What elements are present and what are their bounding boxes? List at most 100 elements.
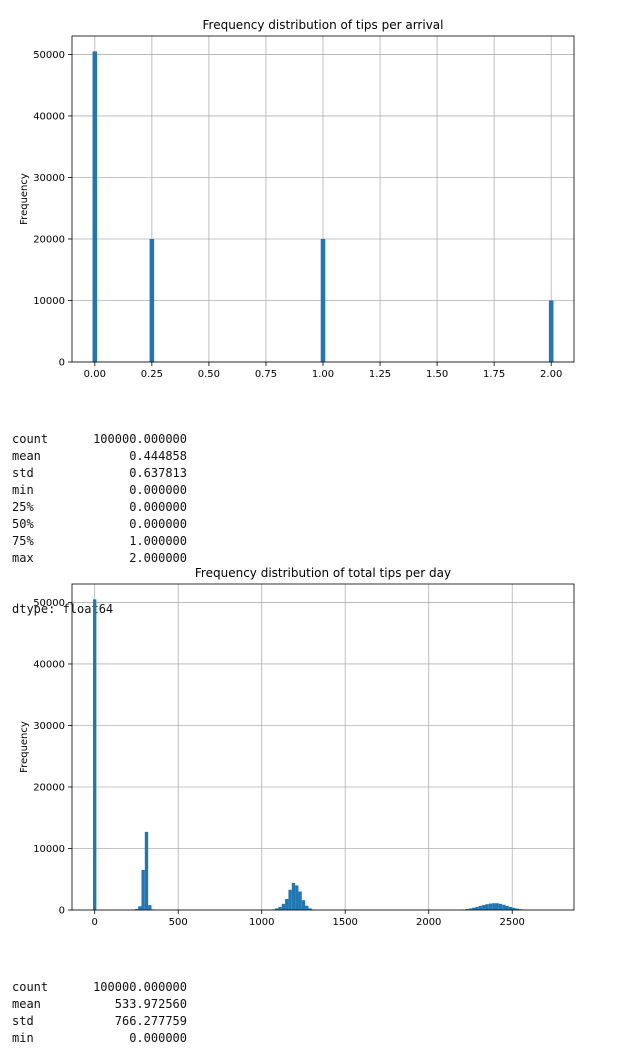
histogram-bar (496, 903, 499, 910)
x-tick-label: 1500 (332, 917, 357, 928)
stat-key: count (12, 431, 82, 448)
y-tick-label: 10000 (33, 844, 65, 855)
histogram-tips-per-arrival: 0.00 0.25 0.50 0.75 1.00 1.25 1.50 1.75 2.00 0 100… (0, 8, 621, 388)
stat-key: count (12, 979, 82, 996)
stat-value: 0.637813 (82, 465, 187, 482)
stat-value: 533.972560 (82, 996, 187, 1013)
histogram-bar (492, 903, 495, 910)
histogram-bar (321, 239, 326, 362)
histogram-bar (138, 906, 141, 910)
chart-svg: 0.00 0.25 0.50 0.75 1.00 1.25 1.50 1.75 2.00 0 100… (0, 8, 621, 388)
stat-key: mean (12, 996, 82, 1013)
histogram-bar (502, 905, 505, 910)
y-axis-label: Frequency (19, 721, 30, 773)
x-tick-label: 0.75 (255, 369, 277, 380)
x-tick-label: 1.50 (426, 369, 448, 380)
histogram-bar (93, 51, 98, 362)
x-tick-label: 0 (92, 917, 98, 928)
chart-title: Frequency distribution of tips per arriv… (203, 18, 444, 32)
stat-key: 75% (12, 533, 82, 550)
histogram-bar (482, 905, 485, 910)
histogram-bar (489, 904, 492, 910)
histogram-bar (305, 906, 308, 910)
histogram-bar (150, 239, 155, 362)
stat-value: 100000.000000 (82, 431, 187, 448)
y-tick-label: 0 (59, 358, 65, 369)
histogram-total-tips-per-day: 0 500 1000 1500 2000 2500 0 10000 20000 30000 4000… (0, 556, 621, 936)
x-tick-label: 2.00 (540, 369, 562, 380)
histogram-bar (549, 300, 554, 362)
stat-key: min (12, 1030, 82, 1047)
chart-title: Frequency distribution of total tips per… (195, 566, 451, 580)
x-tick-label: 0.50 (198, 369, 220, 380)
histogram-bar (282, 904, 285, 910)
histogram-bar (292, 883, 295, 910)
stat-key: std (12, 465, 82, 482)
stat-value: 0.000000 (82, 516, 187, 533)
stat-value: 0.444858 (82, 448, 187, 465)
histogram-bar (509, 907, 512, 910)
x-tick-label: 0.00 (84, 369, 106, 380)
x-tick-label: 1000 (249, 917, 274, 928)
histogram-bar (145, 832, 148, 910)
y-axis-label: Frequency (19, 173, 30, 225)
histogram-bar (288, 890, 291, 910)
histogram-bar (93, 599, 96, 910)
stat-row: 25%0.000000 (12, 499, 187, 516)
y-tick-label: 0 (59, 906, 65, 917)
y-tick-label: 20000 (33, 782, 65, 793)
histogram-bar (479, 906, 482, 910)
x-tick-label: 1.00 (312, 369, 334, 380)
stat-key: min (12, 482, 82, 499)
stat-value: 0.000000 (82, 1030, 187, 1047)
stat-value: 1.000000 (82, 533, 187, 550)
stat-value: 0.000000 (82, 499, 187, 516)
y-tick-label: 40000 (33, 111, 65, 122)
chart-svg: 0 500 1000 1500 2000 2500 0 10000 20000 30000 4000… (0, 556, 621, 936)
histogram-bar (278, 907, 281, 910)
x-tick-label: 1.75 (483, 369, 505, 380)
stat-row: 50%0.000000 (12, 516, 187, 533)
x-tick-label: 2500 (499, 917, 524, 928)
histogram-bar (295, 885, 298, 910)
histogram-bar (285, 899, 288, 910)
x-tick-label: 500 (169, 917, 188, 928)
y-tick-label: 20000 (33, 234, 65, 245)
histogram-bar (141, 870, 144, 910)
histogram-bar (148, 905, 151, 910)
stat-value: 0.000000 (82, 482, 187, 499)
histogram-bar (298, 892, 301, 910)
histogram-bar (506, 906, 509, 910)
histogram-bar (499, 904, 502, 910)
y-tick-label: 10000 (33, 296, 65, 307)
y-tick-label: 30000 (33, 721, 65, 732)
stat-key: 50% (12, 516, 82, 533)
stat-key: 25% (12, 499, 82, 516)
y-tick-label: 50000 (33, 598, 65, 609)
stat-key: std (12, 1013, 82, 1030)
y-tick-label: 50000 (33, 50, 65, 61)
histogram-bar (475, 907, 478, 910)
y-tick-label: 40000 (33, 659, 65, 670)
histogram-bar (302, 900, 305, 910)
x-tick-label: 0.25 (141, 369, 163, 380)
stat-key: mean (12, 448, 82, 465)
x-tick-label: 2000 (416, 917, 441, 928)
stat-value: 766.277759 (82, 1013, 187, 1030)
y-tick-label: 30000 (33, 173, 65, 184)
stat-value: 100000.000000 (82, 979, 187, 996)
stat-row: 75%1.000000 (12, 533, 187, 550)
x-tick-label: 1.25 (369, 369, 391, 380)
histogram-bar (485, 904, 488, 910)
